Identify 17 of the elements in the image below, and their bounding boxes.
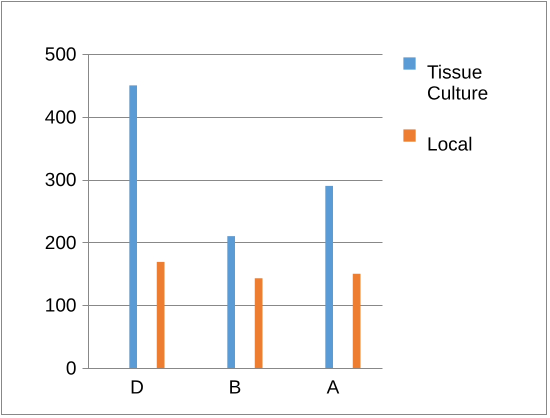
- bar: [325, 186, 333, 368]
- legend-label: Local: [427, 134, 472, 156]
- x-tick-label: D: [130, 378, 144, 398]
- bar: [227, 236, 235, 368]
- bar: [129, 85, 137, 368]
- y-tick-label: 500: [44, 44, 76, 66]
- x-tick-label: A: [326, 378, 340, 398]
- legend-label: Tissue Culture: [427, 62, 488, 104]
- bar: [156, 262, 164, 368]
- y-tick-label: 300: [44, 170, 76, 192]
- bar: [352, 274, 360, 368]
- bar: [254, 278, 262, 368]
- y-tick-label: 100: [44, 296, 76, 317]
- x-tick-label: B: [228, 378, 242, 398]
- y-tick-label: 200: [44, 232, 76, 254]
- y-tick-label: 400: [44, 107, 76, 128]
- y-tick-label: 0: [66, 358, 76, 380]
